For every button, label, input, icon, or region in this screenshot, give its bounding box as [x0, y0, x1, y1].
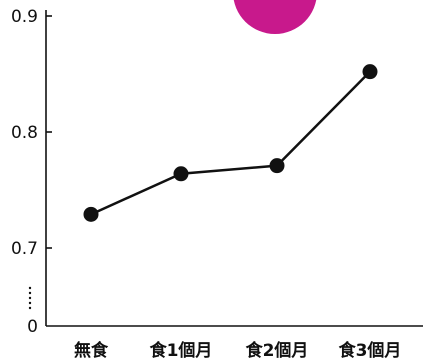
data-point-0 — [83, 206, 99, 222]
x-tick-label: 食3個月 — [339, 340, 402, 361]
y-tick-label: 0.7 — [11, 239, 38, 259]
y-tick-label: 0 — [27, 317, 38, 337]
series-line — [90, 70, 371, 216]
axis-break-marker — [28, 286, 32, 310]
y-tick-label: 0.8 — [11, 123, 38, 143]
series-markers — [83, 64, 378, 222]
data-point-1 — [173, 166, 189, 182]
data-point-3 — [362, 64, 378, 80]
data-point-2 — [269, 158, 285, 174]
x-tick-label: 無食 — [74, 340, 109, 361]
x-tick-label: 食2個月 — [246, 340, 309, 361]
decorative-circle — [233, 0, 317, 34]
y-tick-label: 0.9 — [11, 7, 38, 27]
x-tick-label: 食1個月 — [150, 340, 213, 361]
